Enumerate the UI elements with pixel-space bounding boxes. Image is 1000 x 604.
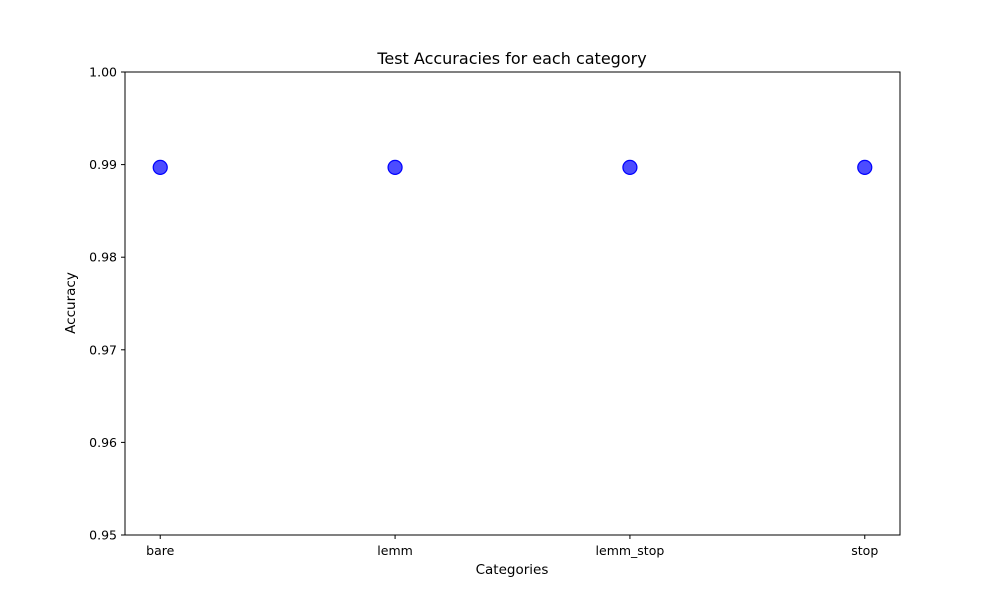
data-point <box>857 159 873 175</box>
x-tick-label: bare <box>146 543 174 558</box>
plot-frame <box>124 71 901 536</box>
x-axis-label: Categories <box>476 562 549 578</box>
chart-title: Test Accuracies for each category <box>376 49 646 68</box>
y-tick-label: 0.97 <box>89 342 117 357</box>
y-axis-label: Accuracy <box>63 272 79 334</box>
y-tick-label: 0.95 <box>89 528 117 543</box>
y-tick-label: 0.99 <box>89 157 117 172</box>
y-tick-label: 0.98 <box>89 250 117 265</box>
x-tick-label: stop <box>851 543 878 558</box>
x-tick-label: lemm <box>377 543 413 558</box>
y-tick-label: 1.00 <box>89 65 117 80</box>
plot-layer: 0.95 0.96 0.97 0.98 0.99 1.00 bare lemm lemm_sto… <box>89 65 878 559</box>
data-point <box>622 159 638 175</box>
x-tick-label: lemm_stop <box>596 543 665 558</box>
data-point <box>152 159 168 175</box>
y-tick-label: 0.96 <box>89 435 117 450</box>
data-point <box>387 159 403 175</box>
